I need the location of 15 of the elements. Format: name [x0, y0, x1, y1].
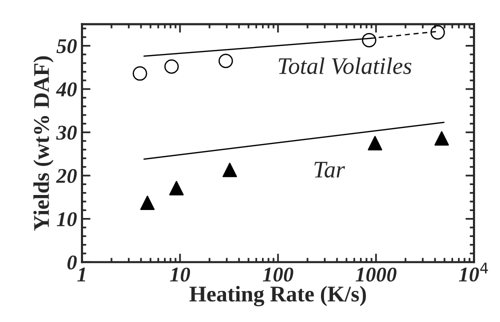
x-tick-label: 1 [77, 268, 86, 282]
y-tick-label: 0 [67, 255, 77, 270]
annotation: Tar [314, 162, 346, 178]
x-tick-label: 1000 [356, 268, 396, 282]
y-tick-label: 50 [56, 39, 77, 54]
annotation: Total Volatiles [278, 57, 412, 74]
y-axis-title: Yields (wt% DAF) [33, 56, 54, 231]
y-tick-label: 10 [56, 212, 77, 226]
y-tick-label: 30 [56, 126, 77, 140]
x-tick-label: 100 [262, 268, 294, 282]
x-tick-label: 10$^{4}$ [458, 262, 488, 282]
y-tick-label: 20 [56, 168, 77, 184]
y-tick-label: 40 [56, 82, 77, 96]
x-axis-title: Heating Rate (K/s) [190, 286, 366, 306]
x-tick-label: 10 [170, 268, 190, 282]
